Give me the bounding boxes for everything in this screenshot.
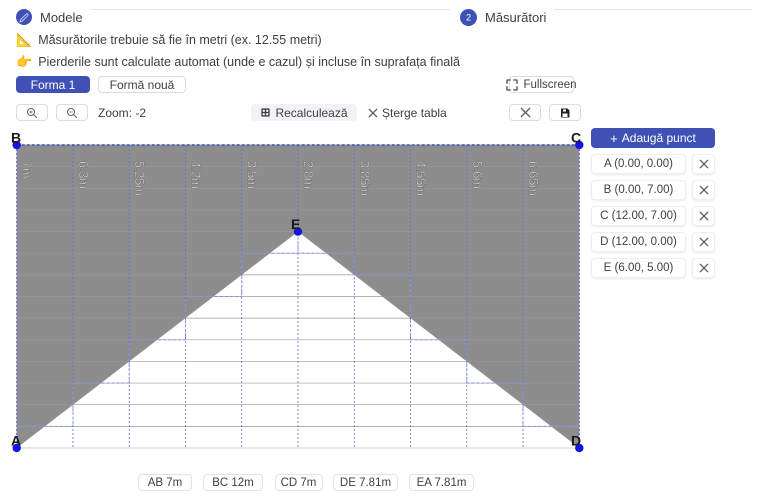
svg-text:7m: 7m [20, 161, 34, 178]
svg-text:5.6m: 5.6m [470, 161, 484, 189]
svg-text:E: E [291, 216, 300, 232]
svg-text:A: A [11, 433, 21, 449]
svg-text:6.65m: 6.65m [526, 161, 540, 196]
svg-text:3.85m: 3.85m [357, 161, 371, 196]
svg-text:5.25m: 5.25m [132, 161, 146, 196]
svg-text:C: C [571, 130, 581, 146]
svg-text:3.5m: 3.5m [245, 161, 259, 189]
svg-text:4.55m: 4.55m [414, 161, 428, 196]
svg-text:B: B [11, 130, 21, 146]
svg-text:4.2m: 4.2m [189, 161, 203, 189]
svg-text:6.3m: 6.3m [76, 161, 90, 189]
svg-text:2.8m: 2.8m [301, 161, 315, 189]
svg-text:D: D [571, 433, 581, 449]
